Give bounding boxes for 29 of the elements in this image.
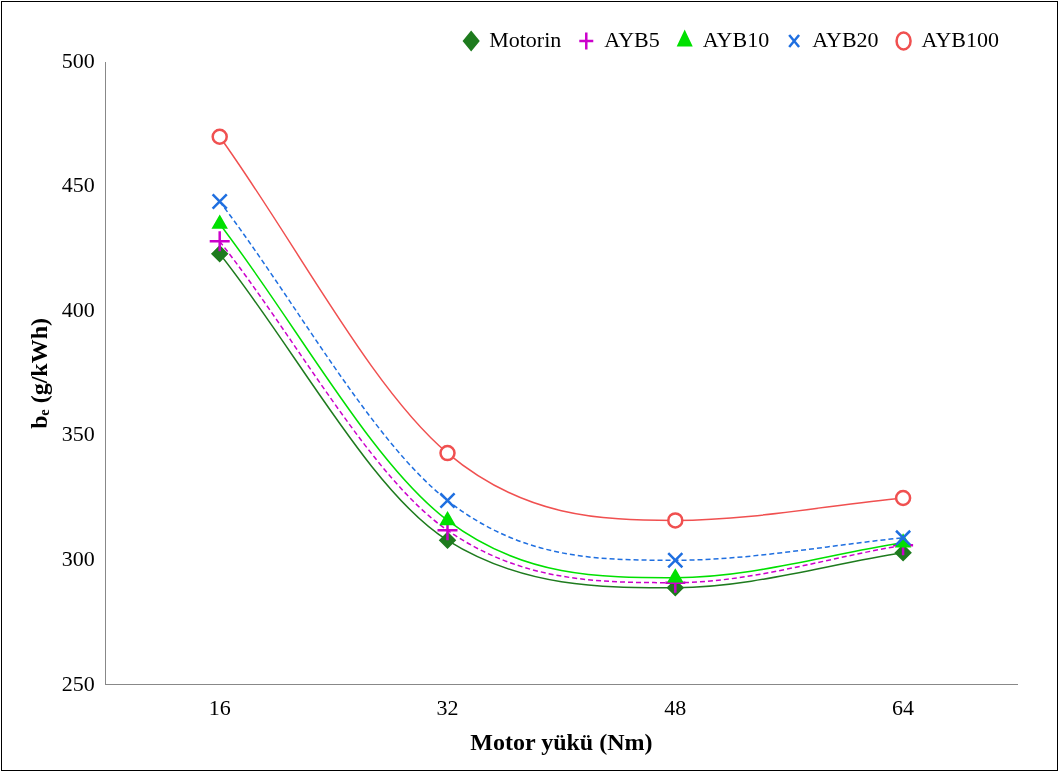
y-tick-label: 450 xyxy=(61,172,95,198)
point xyxy=(439,444,456,462)
point xyxy=(667,512,684,529)
y-tick-label: 350 xyxy=(61,421,95,447)
point xyxy=(439,492,456,509)
point xyxy=(894,489,912,507)
point xyxy=(894,529,912,547)
x-tick-label: 64 xyxy=(892,694,915,720)
point xyxy=(666,551,684,569)
legend-label: AYB20 xyxy=(812,26,879,52)
point xyxy=(440,512,455,526)
point xyxy=(211,193,229,210)
legend-label: AYB5 xyxy=(604,26,660,52)
point xyxy=(211,128,228,145)
y-tick-label: 250 xyxy=(61,670,95,696)
point xyxy=(208,230,231,253)
y-axis-title: bₑ (g/kWh) xyxy=(25,317,52,429)
x-tick-label: 32 xyxy=(436,694,459,720)
point xyxy=(212,215,228,229)
legend-label: Motorin xyxy=(489,26,562,52)
y-tick-label: 500 xyxy=(61,47,95,73)
x-tick-label: 48 xyxy=(664,694,687,720)
point xyxy=(667,569,683,583)
y-tick-label: 400 xyxy=(61,296,95,322)
x-axis-title: Motor yükü (Nm) xyxy=(470,728,653,755)
legend-label: AYB10 xyxy=(702,26,770,52)
x-tick-label: 16 xyxy=(208,694,231,720)
y-tick-label: 300 xyxy=(61,546,95,572)
legend-label: AYB100 xyxy=(921,26,1000,52)
